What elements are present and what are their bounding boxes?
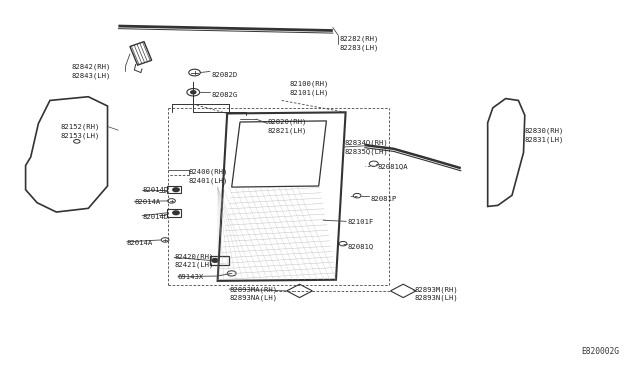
Text: 82893NA(LH): 82893NA(LH) — [229, 295, 277, 301]
Bar — [210, 256, 229, 265]
Text: E820002G: E820002G — [582, 347, 620, 356]
Text: 82843(LH): 82843(LH) — [72, 72, 111, 79]
Text: 82421(LH): 82421(LH) — [174, 262, 214, 269]
Text: 69143X: 69143X — [178, 274, 204, 280]
Bar — [167, 209, 181, 217]
Text: 82153(LH): 82153(LH) — [61, 132, 100, 139]
Text: 82820(RH): 82820(RH) — [268, 119, 307, 125]
Text: 82821(LH): 82821(LH) — [268, 127, 307, 134]
Text: 82830(RH): 82830(RH) — [525, 128, 564, 134]
Circle shape — [191, 91, 196, 94]
Text: 82893MA(RH): 82893MA(RH) — [229, 286, 277, 293]
Text: 82014D: 82014D — [142, 187, 168, 193]
Text: 82282(RH): 82282(RH) — [339, 36, 379, 42]
Text: 82842(RH): 82842(RH) — [72, 64, 111, 70]
Text: 82082D: 82082D — [211, 72, 237, 78]
Text: 82082G: 82082G — [211, 92, 237, 98]
Text: 82101(LH): 82101(LH) — [290, 89, 330, 96]
Bar — [167, 186, 181, 193]
Circle shape — [212, 259, 218, 262]
Text: 82014A: 82014A — [134, 199, 161, 205]
Text: 82834Q(RH): 82834Q(RH) — [344, 140, 388, 146]
Text: 82014A: 82014A — [127, 240, 153, 246]
Text: 82401(LH): 82401(LH) — [189, 177, 228, 184]
Text: 82100(RH): 82100(RH) — [290, 80, 330, 87]
Text: 82420(RH): 82420(RH) — [174, 253, 214, 260]
Text: 82101F: 82101F — [348, 219, 374, 225]
Text: 82400(RH): 82400(RH) — [189, 169, 228, 176]
Text: 82893M(RH): 82893M(RH) — [415, 286, 458, 293]
Text: 82831(LH): 82831(LH) — [525, 136, 564, 143]
Circle shape — [173, 211, 179, 215]
Text: 82014D: 82014D — [142, 214, 168, 219]
Text: 82893N(LH): 82893N(LH) — [415, 295, 458, 301]
Text: 82835Q(LH): 82835Q(LH) — [344, 148, 388, 155]
Text: 82081QA: 82081QA — [378, 163, 408, 169]
Text: 82283(LH): 82283(LH) — [339, 44, 379, 51]
Text: 82081P: 82081P — [371, 196, 397, 202]
Text: 82081Q: 82081Q — [348, 244, 374, 250]
Text: 82152(RH): 82152(RH) — [61, 124, 100, 131]
Circle shape — [173, 188, 179, 192]
